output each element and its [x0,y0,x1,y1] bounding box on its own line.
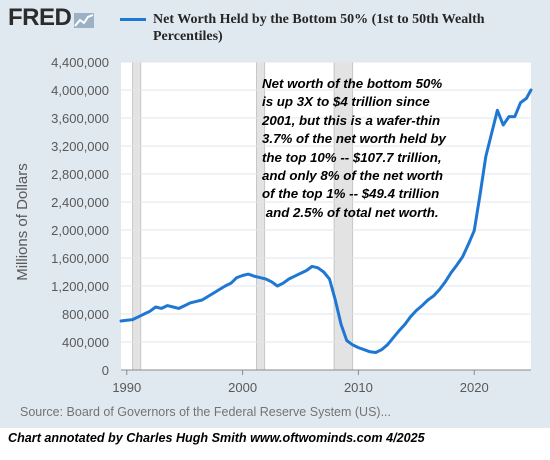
series-line [119,88,533,354]
annotation-line: and only 8% of the net worth [262,168,443,184]
x-tick-label: 2010 [344,380,373,395]
x-tick-label: 2000 [228,380,257,395]
annotation-line: is up 3X to $4 trillion since [262,94,430,110]
plot-area [121,62,531,370]
annotation-line: the top 10% -- $107.7 trillion, [262,149,442,165]
legend-label: Net Worth Held by the Bottom 50% (1st to… [153,12,485,44]
y-axis-title: Millions of Dollars [14,163,31,281]
y-tick-label: 2,800,000 [51,167,109,182]
annotation-line: Net worth of the bottom 50% [262,76,443,91]
y-tick-label: 400,000 [62,335,109,350]
annotation-line: 2001, but this is a wafer-thin [262,112,441,128]
y-tick-label: 4,000,000 [51,83,109,98]
y-tick-label: 1,200,000 [51,279,109,294]
y-tick-label: 2,400,000 [51,195,109,210]
annotation-line: of the top 1% -- $49.4 trillion [262,186,440,202]
chart-panel: FRED Net Worth Held by the Bottom 50% (1… [0,0,550,428]
annotation-line: and 2.5% of total net worth. [262,204,439,220]
footer-credit: Chart annotated by Charles Hugh Smith ww… [8,431,425,445]
fred-logo[interactable]: FRED [8,4,95,31]
annotation-text: Net worth of the bottom 50% is up 3X to … [262,75,474,222]
y-tick-label: 1,600,000 [51,251,109,266]
chart-legend: Net Worth Held by the Bottom 50% (1st to… [120,11,540,45]
y-tick-label: 2,000,000 [51,223,109,238]
source-link[interactable]: Source: Board of Governors of the Federa… [20,405,391,419]
y-tick-label: 0 [102,363,109,378]
line-graph-icon [74,13,95,28]
legend-line-swatch [120,18,146,21]
line-chart: Millions of Dollars 0 400,000 800,000 1,200… [14,55,533,395]
recession-band [132,61,142,371]
y-tick-label: 3,200,000 [51,139,109,154]
x-tick-label: 1990 [112,380,141,395]
annotation-line: 3.7% of the net worth held by [262,131,446,147]
y-tick-label: 3,600,000 [51,111,109,126]
fred-logo-text: FRED [8,4,72,31]
y-tick-label: 800,000 [62,307,109,322]
x-tick-label: 2020 [460,380,489,395]
y-tick-label: 4,400,000 [51,55,109,70]
